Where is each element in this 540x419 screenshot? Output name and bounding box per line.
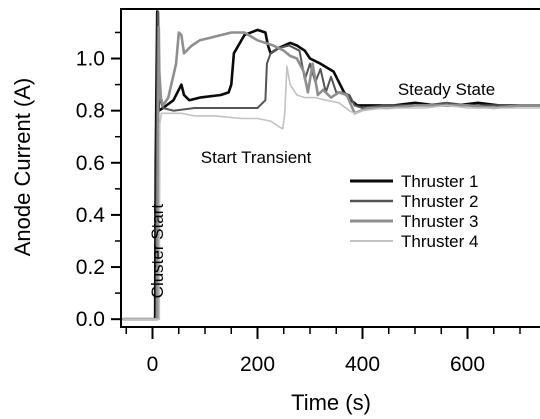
y-tick-label: 0.8 [76,100,105,123]
series-line-1 [122,10,540,321]
y-tick-label: 0.0 [76,308,105,331]
y-axis: 0.0 0.2 0.4 0.6 0.8 1.0 [76,31,121,331]
annotation-2: Start Transient [201,148,312,167]
x-tick-label: 0 [147,353,159,376]
y-axis-label: Anode Current (A) [10,78,35,257]
y-tick-label: 0.6 [76,152,105,175]
legend-label-4: Thruster 4 [401,232,478,251]
legend-label-2: Thruster 2 [401,192,478,211]
x-tick-label: 600 [450,353,485,376]
plot-series [122,10,540,321]
annotation-1: Steady State [398,80,495,99]
series-line-2 [122,10,540,321]
y-tick-label: 0.4 [76,204,106,227]
legend-label-1: Thruster 1 [401,172,478,191]
y-tick-label: 1.0 [76,48,105,71]
plot-frame [120,8,540,328]
x-axis: 0 200 400 600 [125,327,521,376]
series-line-4 [122,65,540,321]
x-tick-label: 200 [240,353,275,376]
x-axis-label: Time (s) [291,390,371,415]
legend-label-3: Thruster 3 [401,212,478,231]
x-tick-label: 400 [345,353,380,376]
y-tick-label: 0.2 [76,256,105,279]
annotations: Steady State Start Transient Cluster Start [148,80,495,298]
annotation-3: Cluster Start [148,204,167,299]
